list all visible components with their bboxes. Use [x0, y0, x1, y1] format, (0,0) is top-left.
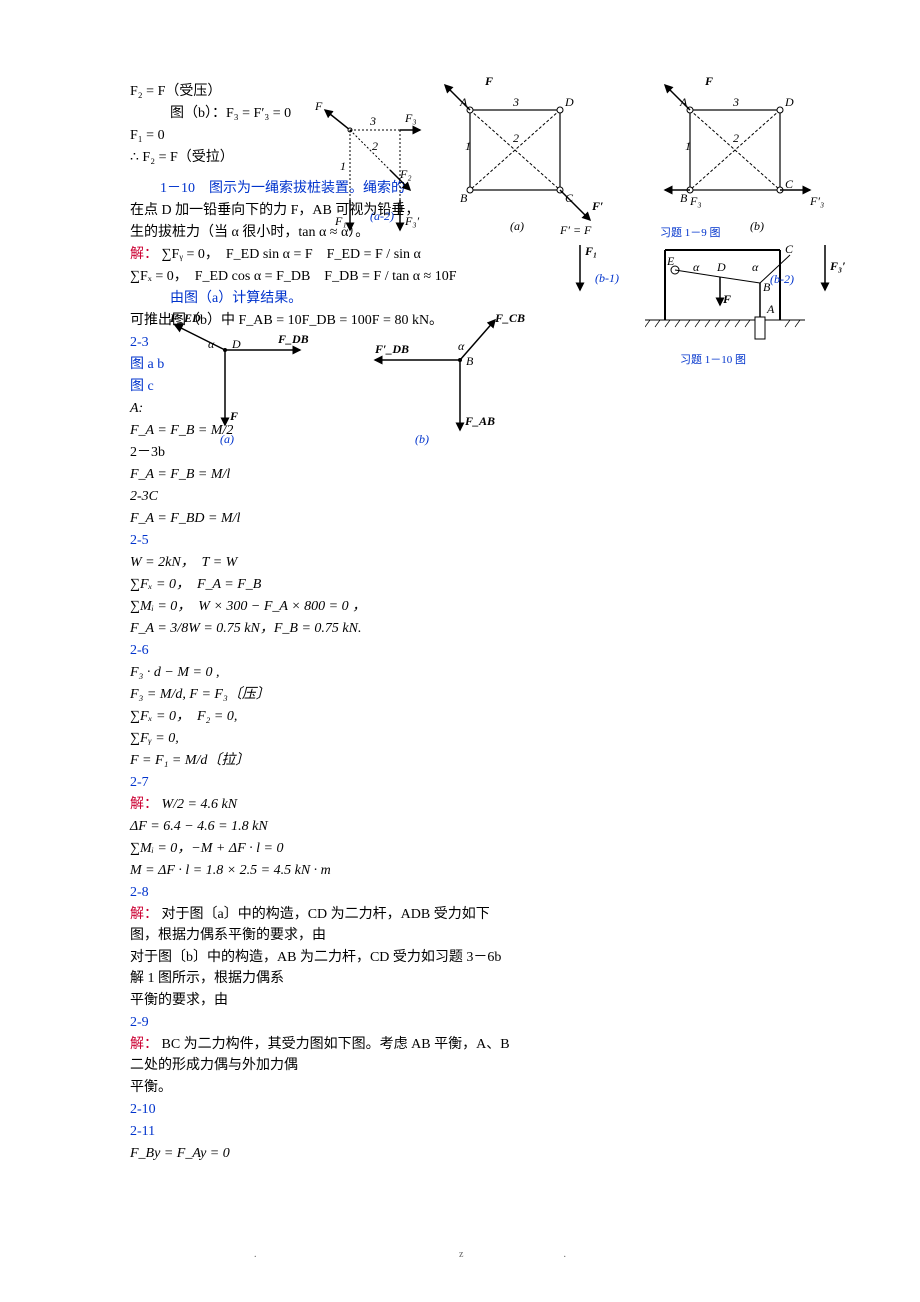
svg-text:D: D — [231, 337, 241, 351]
txt-2-3c: 2-3C — [130, 486, 510, 507]
svg-text:(a-2): (a-2) — [370, 209, 394, 223]
b2-arrow: F₃′ — [810, 240, 870, 310]
svg-text:α: α — [693, 260, 700, 274]
square-b: A D B C 1 2 3 F F₃ F′₃ (b) — [650, 70, 850, 240]
eq-2-11-1: F_By = F_Ay = 0 — [130, 1143, 510, 1164]
svg-text:α: α — [458, 339, 465, 353]
svg-text:F₁: F₁ — [334, 214, 347, 228]
sol-2-8: 解： — [130, 907, 158, 922]
page-footer: . z. — [254, 1247, 666, 1262]
sol-label-1-10: 解： — [130, 247, 158, 262]
txt-2-9-1: BC 为二力构件，其受力图如下图。考虑 AB 平衡，A、B 二处的形成力偶与外加… — [130, 1037, 510, 1073]
fbd-b: B F_CB α F′_DB F_AB (b) — [350, 310, 550, 450]
fbd-a: D F_ED α F_DB F (a) — [150, 310, 330, 450]
svg-text:3: 3 — [369, 114, 376, 128]
svg-text:1: 1 — [465, 139, 471, 153]
svg-text:(b): (b) — [415, 432, 429, 446]
svg-text:F₃′: F₃′ — [404, 214, 420, 228]
eq-fa-fbd-ml: F_A = F_BD = M/l — [130, 508, 510, 529]
svg-text:F: F — [229, 409, 238, 423]
svg-text:B: B — [680, 191, 688, 205]
mid-diagrams: D F_ED α F_DB F (a) B F_CB α F′_DB F_AB … — [150, 310, 600, 450]
hdr-2-8: 2-8 — [130, 882, 510, 903]
eq-2-6-3: ∑Fₓ = 0， F₂ = 0, — [130, 706, 510, 727]
svg-text:1: 1 — [340, 159, 346, 173]
svg-text:F: F — [314, 100, 323, 113]
svg-text:2: 2 — [733, 131, 739, 145]
svg-text:(b-2): (b-2) — [770, 272, 794, 286]
txt-2-9-2: 平衡。 — [130, 1077, 510, 1098]
eq-2-6-4: ∑Fᵧ = 0, — [130, 728, 510, 749]
eq-2-7-4: M = ΔF · l = 1.8 × 2.5 = 4.5 kN · m — [130, 860, 510, 881]
eq-2-6-5: F = F₁ = M/d〔拉〕 — [130, 750, 510, 771]
svg-text:F_ED: F_ED — [169, 311, 201, 325]
svg-text:B: B — [466, 354, 474, 368]
svg-text:F_CB: F_CB — [494, 311, 525, 325]
svg-text:F′₃: F′₃ — [809, 194, 824, 208]
b1-arrow: F₁ (b-1) — [560, 240, 650, 310]
svg-text:F: F — [704, 74, 713, 88]
svg-text:F′_DB: F′_DB — [374, 342, 409, 356]
svg-text:(a): (a) — [510, 219, 524, 233]
txt-2-8-3: 平衡的要求，由 — [130, 990, 510, 1011]
caption-1-10: 习题 1－10 图 — [680, 352, 746, 369]
svg-text:A: A — [766, 302, 775, 316]
hdr-2-5: 2-5 — [130, 530, 510, 551]
svg-text:C: C — [785, 242, 794, 256]
square-a: A D B C 1 2 3 F F′ (a) F′ = F — [430, 70, 620, 240]
svg-text:F′ = F: F′ = F — [559, 223, 592, 237]
svg-text:3: 3 — [732, 95, 739, 109]
svg-text:F₃: F₃ — [689, 194, 702, 208]
eq-2-7-1: W/2 = 4.6 kN — [162, 797, 238, 812]
svg-text:F′: F′ — [591, 199, 603, 213]
hdr-2-7: 2-7 — [130, 772, 510, 793]
eq-2-7-3: ∑Mᵢ = 0，−M + ΔF · l = 0 — [130, 838, 510, 859]
sol-2-9: 解： — [130, 1037, 158, 1052]
svg-text:F₂: F₂ — [399, 167, 412, 181]
svg-text:F: F — [484, 74, 493, 88]
sol-2-7: 解： — [130, 797, 158, 812]
svg-text:(a): (a) — [220, 432, 234, 446]
svg-text:D: D — [784, 95, 794, 109]
eq-2-6-1: F₃ · d − M = 0 , — [130, 662, 510, 683]
svg-text:D: D — [564, 95, 574, 109]
hdr-2-9: 2-9 — [130, 1012, 510, 1033]
hdr-2-6: 2-6 — [130, 640, 510, 661]
svg-text:F_AB: F_AB — [464, 414, 495, 428]
svg-text:F₃: F₃ — [404, 111, 417, 125]
eq-2-7-2: ΔF = 6.4 − 4.6 = 1.8 kN — [130, 816, 510, 837]
eq-2-6-2: F₃ = M/d, F = F₃〔压〕 — [130, 684, 510, 705]
svg-text:C: C — [785, 177, 794, 191]
svg-text:2: 2 — [513, 131, 519, 145]
svg-text:α: α — [208, 337, 215, 351]
svg-text:D: D — [716, 260, 726, 274]
eq-2-5-4: F_A = 3/8W = 0.75 kN，F_B = 0.75 kN. — [130, 618, 510, 639]
svg-text:α: α — [752, 260, 759, 274]
svg-text:1: 1 — [685, 139, 691, 153]
eq-2-5-2: ∑Fₓ = 0， F_A = F_B — [130, 574, 510, 595]
svg-text:E: E — [666, 254, 675, 268]
svg-text:B: B — [460, 191, 468, 205]
rig-diagram: E α D C α B A F (b-2) — [645, 235, 815, 355]
svg-text:F₃′: F₃′ — [829, 259, 846, 273]
eq-2-5-3: ∑Mᵢ = 0， W × 300 − F_A × 800 = 0 ， — [130, 596, 510, 617]
eq-fa-fb-ml: F_A = F_B = M/l — [130, 464, 510, 485]
side-fbd: F 3 F₃ 1 2 F₁ F₂ F₃′ (a-2) — [310, 100, 430, 260]
svg-text:3: 3 — [512, 95, 519, 109]
svg-text:F_DB: F_DB — [277, 332, 309, 346]
svg-text:F₁: F₁ — [584, 244, 597, 258]
txt-2-8-2: 对于图〔b〕中的构造，AB 为二力杆，CD 受力如习题 3－6b 解 1 图所示… — [130, 947, 510, 989]
hdr-2-10: 2-10 — [130, 1099, 510, 1120]
svg-text:2: 2 — [372, 139, 378, 153]
hdr-2-11: 2-11 — [130, 1121, 510, 1142]
txt-2-8-1: 对于图〔a〕中的构造，CD 为二力杆，ADB 受力如下图，根据力偶系平衡的要求，… — [130, 907, 490, 943]
svg-text:F: F — [722, 292, 731, 306]
eq-2-5-1: W = 2kN， T = W — [130, 552, 510, 573]
svg-text:(b): (b) — [750, 219, 764, 233]
svg-text:(b-1): (b-1) — [595, 271, 619, 285]
